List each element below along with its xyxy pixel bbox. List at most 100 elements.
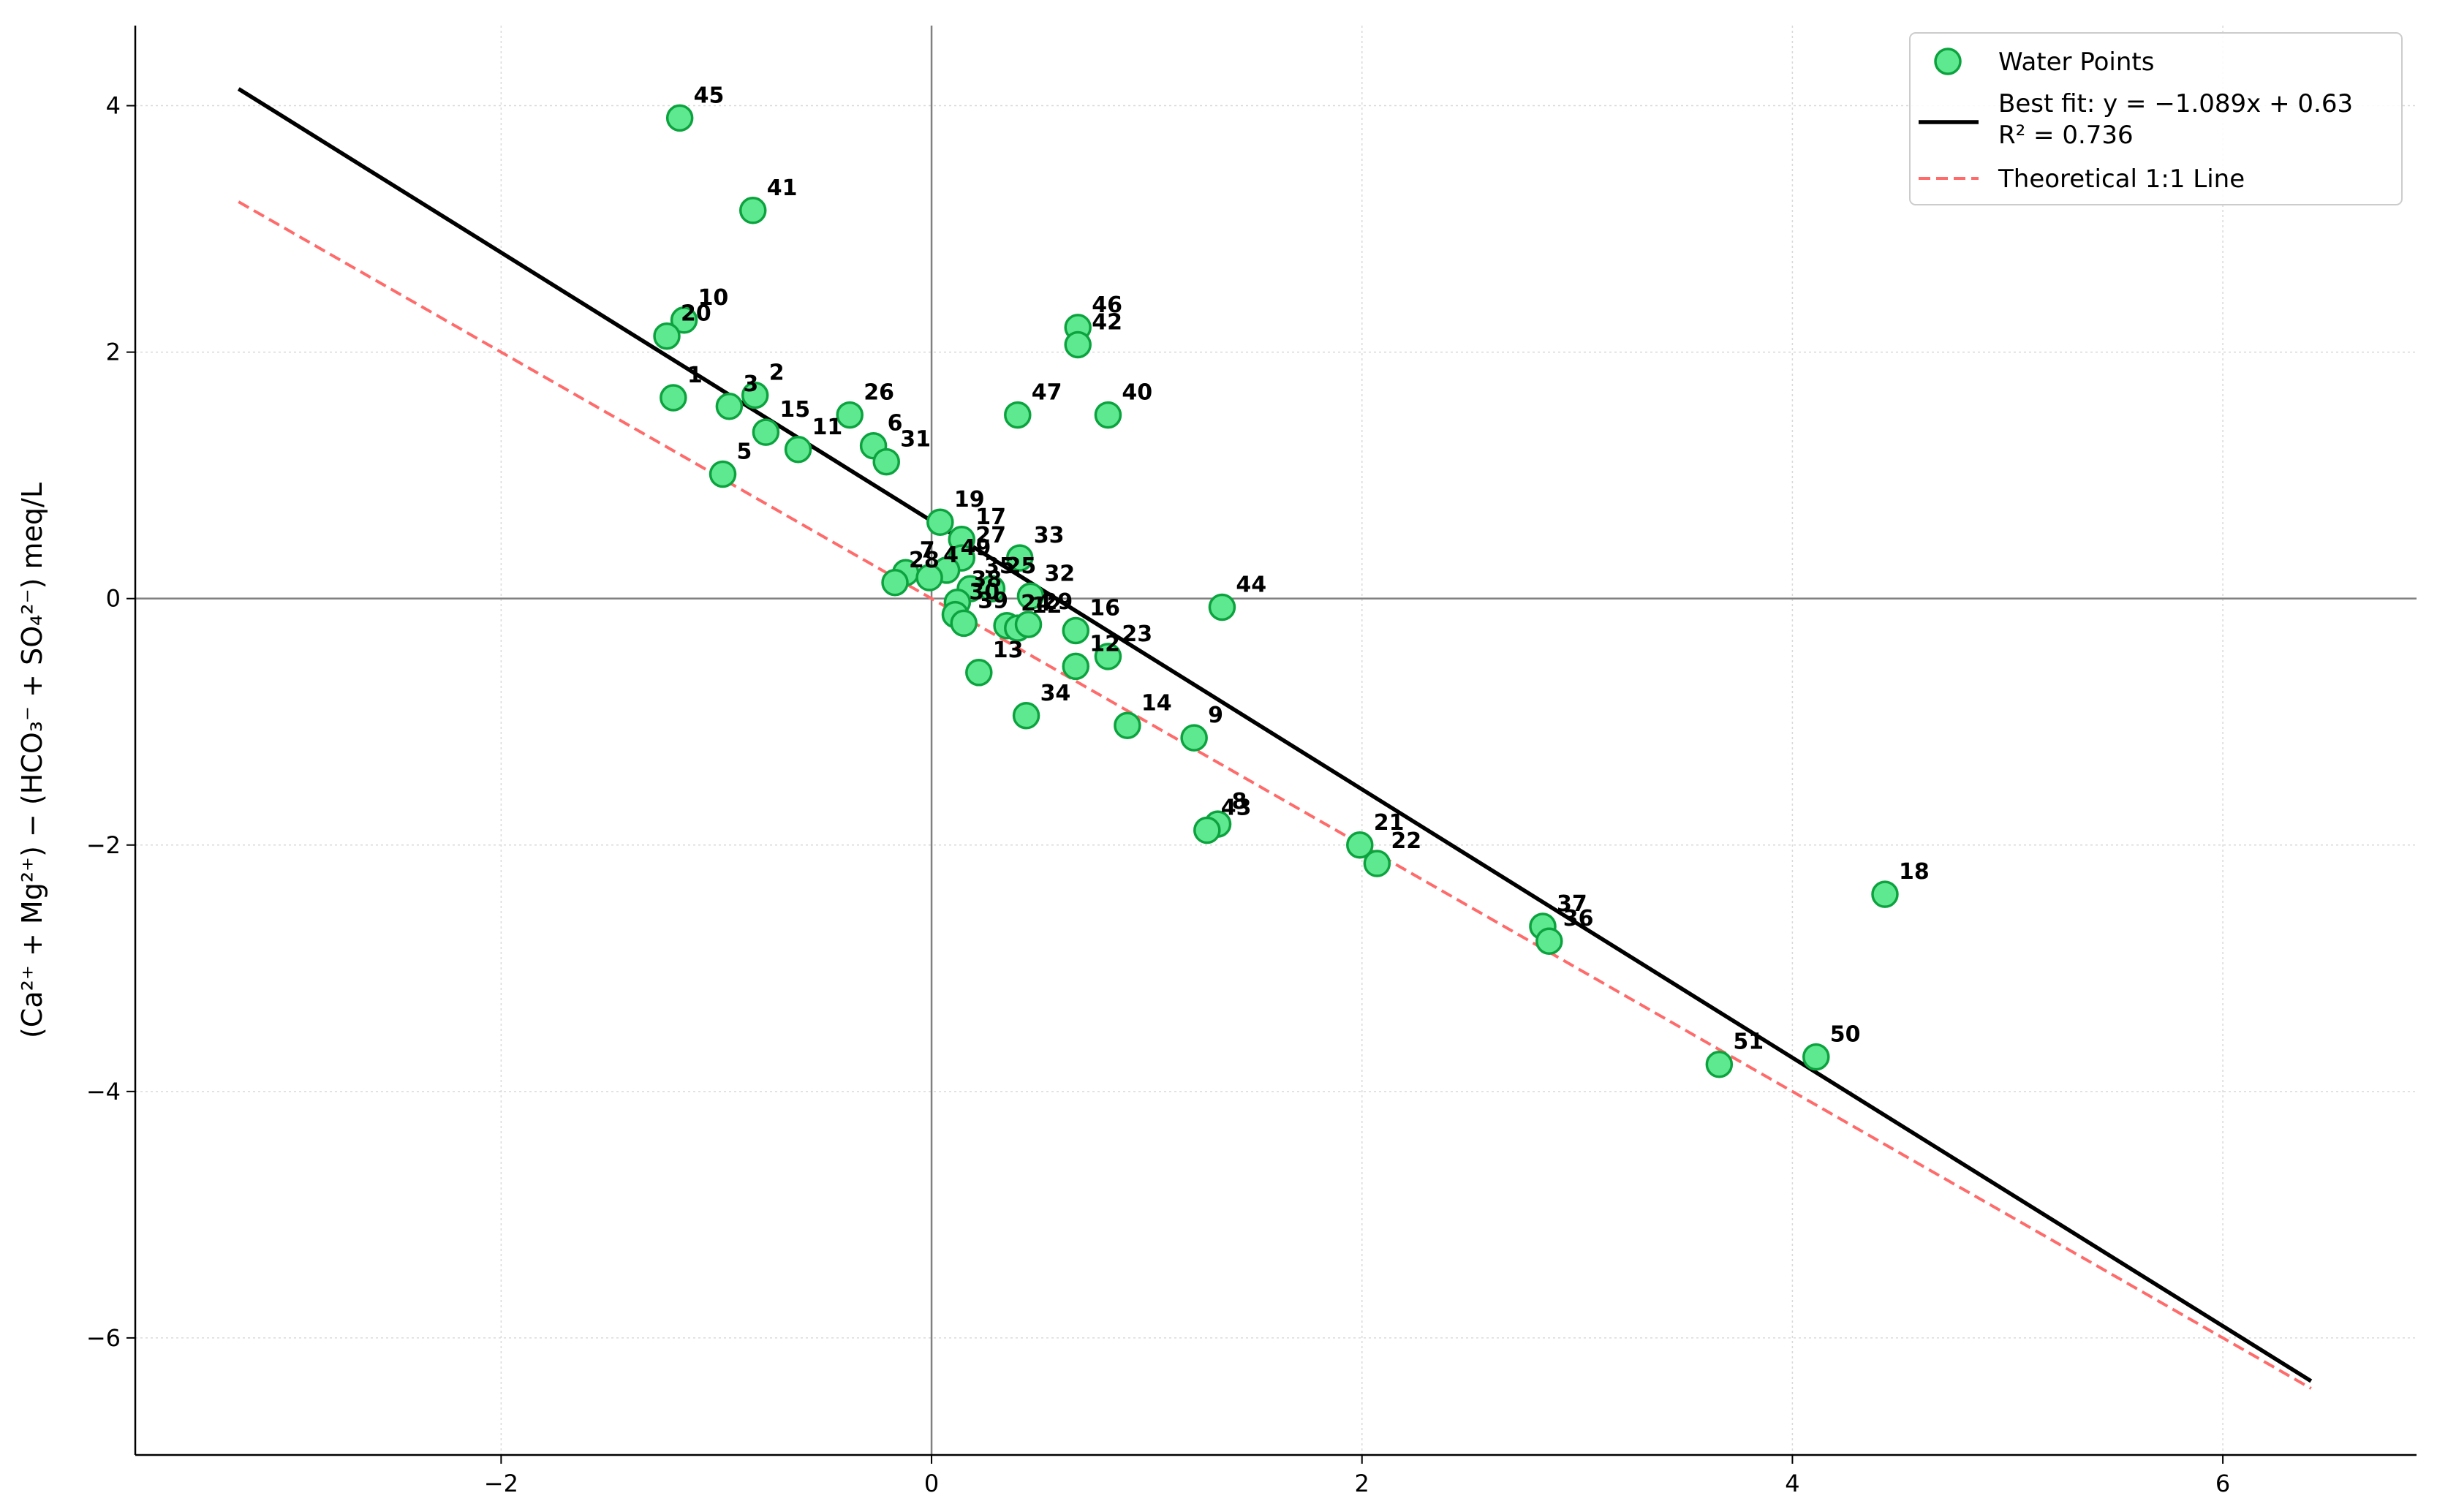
data-points — [653, 104, 1899, 1078]
legend-label-points: Water Points — [1998, 48, 2154, 77]
x-tick-label: 0 — [924, 1470, 939, 1497]
legend: Water Points Best fit: y = −1.089x + 0.63… — [1909, 32, 2403, 205]
point-label: 5 — [737, 439, 752, 464]
point-label: 26 — [864, 380, 894, 406]
point-label: 36 — [1563, 906, 1594, 931]
point-label: 4 — [943, 543, 959, 568]
data-point — [665, 104, 694, 132]
x-tick-label: 2 — [1355, 1470, 1369, 1497]
data-point — [836, 401, 864, 429]
data-point — [1062, 652, 1090, 681]
reference-lines — [237, 87, 2313, 1390]
data-point — [1064, 330, 1092, 359]
point-label: 40 — [1122, 380, 1152, 406]
point-label: 20 — [681, 301, 711, 327]
data-point — [1705, 1050, 1734, 1078]
point-label: 18 — [1899, 859, 1930, 885]
data-point — [1094, 643, 1122, 670]
point-label: 17 — [975, 504, 1006, 530]
data-point — [1014, 611, 1043, 638]
point-label: 44 — [1236, 572, 1266, 597]
legend-label-theory: Theoretical 1:1 Line — [1998, 165, 2245, 194]
point-label: 8 — [1232, 789, 1247, 814]
point-label: 10 — [698, 285, 729, 311]
data-point — [1871, 880, 1899, 908]
point-label: 28 — [909, 548, 940, 573]
point-label: 29 — [1043, 589, 1073, 615]
y-axis-label: (Ca²⁺ + Mg²⁺) − (HCO₃⁻ + SO₄²⁻) meq/L — [16, 483, 48, 1038]
point-label: 51 — [1733, 1029, 1764, 1055]
data-point — [784, 436, 812, 464]
point-label: 12 — [1032, 593, 1062, 619]
data-point — [1094, 401, 1122, 429]
data-point — [1016, 582, 1045, 611]
data-point — [1193, 816, 1221, 844]
data-point — [1535, 927, 1563, 955]
point-label: 3 — [743, 371, 758, 397]
legend-marker-points — [1934, 48, 1962, 75]
y-tick-label: 2 — [106, 339, 121, 366]
point-label: 14 — [1141, 690, 1172, 716]
point-label: 43 — [1221, 795, 1252, 821]
point-label: 11 — [812, 415, 843, 440]
data-point — [1346, 831, 1374, 859]
point-label: 21 — [1374, 810, 1405, 836]
point-label: 12 — [1089, 631, 1120, 657]
point-label: 16 — [1089, 596, 1120, 621]
point-label: 27 — [975, 523, 1006, 548]
x-tick-label: 6 — [2215, 1470, 2230, 1497]
y-tick-label: −6 — [86, 1324, 121, 1352]
data-point — [739, 197, 767, 224]
zero-axes — [135, 26, 2417, 1455]
point-label: 13 — [993, 638, 1024, 663]
point-label: 1 — [687, 363, 703, 388]
data-point — [872, 447, 900, 476]
theoretical-line — [238, 200, 2312, 1390]
point-label: 37 — [1557, 891, 1587, 917]
point-label: 47 — [1032, 380, 1062, 406]
data-point — [978, 575, 1006, 602]
point-label: 15 — [779, 397, 810, 423]
point-label: 24 — [1021, 591, 1051, 616]
data-point — [715, 393, 744, 420]
point-label: 46 — [1092, 292, 1122, 318]
data-point — [752, 418, 780, 446]
point-label: 9 — [1208, 703, 1223, 728]
point-label: 34 — [1040, 681, 1071, 706]
data-point — [1114, 711, 1141, 740]
y-tick-label: 4 — [106, 92, 121, 120]
data-point — [670, 306, 698, 334]
point-label: 49 — [961, 535, 991, 561]
data-point — [1005, 544, 1034, 572]
point-label: 30 — [969, 580, 1000, 605]
data-point — [709, 460, 737, 488]
point-label: 42 — [1092, 310, 1122, 336]
point-label: 2 — [769, 360, 785, 386]
x-tick-label: 4 — [1785, 1470, 1799, 1497]
legend-label-fit: Best fit: y = −1.089x + 0.63 — [1998, 89, 2353, 118]
data-point — [950, 609, 978, 638]
point-label: 22 — [1391, 828, 1421, 854]
y-tick-label: −2 — [86, 831, 121, 859]
data-point — [965, 659, 993, 687]
point-label: 32 — [1044, 561, 1075, 586]
point-label: 50 — [1830, 1022, 1861, 1048]
data-point — [881, 569, 909, 597]
best-fit-line — [237, 87, 2313, 1383]
point-label: 19 — [954, 487, 985, 513]
point-label: 38 — [971, 567, 1002, 593]
data-point — [926, 508, 954, 536]
point-label: 6 — [888, 411, 903, 436]
point-label: 39 — [978, 588, 1008, 613]
data-point — [1004, 401, 1032, 429]
data-point — [653, 322, 681, 350]
point-label: 35 — [984, 553, 1015, 579]
point-label: 23 — [1122, 621, 1152, 647]
legend-box — [1909, 32, 2403, 205]
point-label: 45 — [694, 83, 725, 108]
point-label: 25 — [1005, 553, 1036, 579]
data-point — [915, 564, 943, 591]
